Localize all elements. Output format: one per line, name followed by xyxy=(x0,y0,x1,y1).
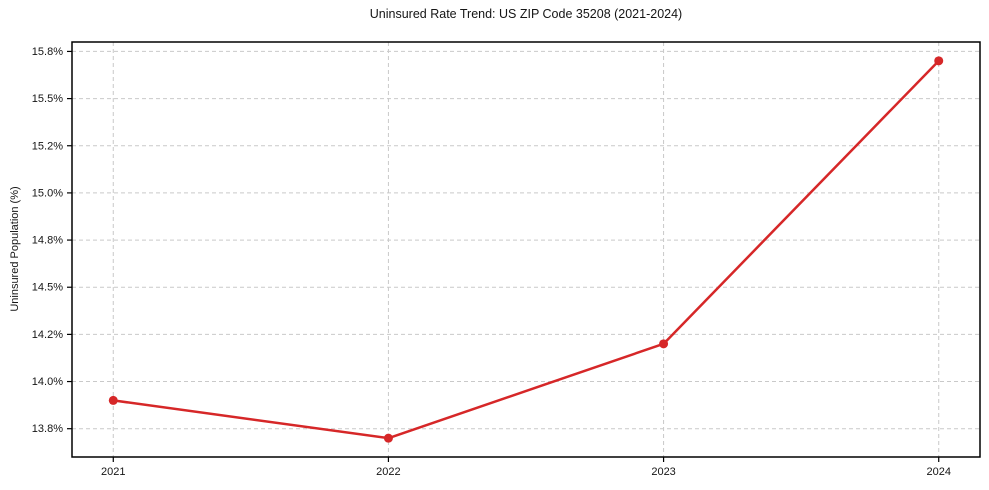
y-tick-label: 15.0% xyxy=(32,187,63,199)
x-tick-label: 2021 xyxy=(101,466,125,478)
y-tick-label: 15.2% xyxy=(32,140,63,152)
y-tick-label: 13.8% xyxy=(32,423,63,435)
x-tick-label: 2022 xyxy=(376,466,400,478)
y-tick-label: 15.5% xyxy=(32,93,63,105)
x-tick-label: 2024 xyxy=(926,466,950,478)
data-point-marker xyxy=(659,339,669,349)
chart-title: Uninsured Rate Trend: US ZIP Code 35208 … xyxy=(369,7,683,21)
trend-line xyxy=(112,59,940,440)
y-tick-label: 15.8% xyxy=(32,46,63,58)
data-point-marker xyxy=(934,56,944,66)
plot-border xyxy=(71,41,981,458)
data-point-marker xyxy=(383,433,393,443)
y-tick-label: 14.8% xyxy=(32,235,63,247)
x-tick-label: 2023 xyxy=(651,466,675,478)
y-tick-label: 14.0% xyxy=(32,376,63,388)
data-point-marker xyxy=(108,395,118,405)
y-tick-label: 14.2% xyxy=(32,329,63,341)
y-tick-label: 14.5% xyxy=(32,282,63,294)
